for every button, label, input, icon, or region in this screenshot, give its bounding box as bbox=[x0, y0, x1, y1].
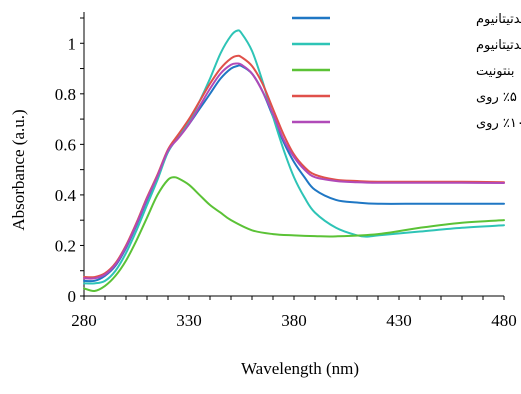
y-tick-label: 1 bbox=[68, 34, 77, 53]
x-tick-label: 480 bbox=[491, 311, 517, 330]
y-tick-label: 0.8 bbox=[55, 85, 76, 104]
x-tick-label: 430 bbox=[386, 311, 412, 330]
legend-label: بنتونیت bbox=[476, 64, 515, 79]
legend-label: آلاییده با ۵٪ روی bbox=[476, 88, 521, 105]
y-tick-label: 0.4 bbox=[55, 186, 77, 205]
x-tick-label: 330 bbox=[176, 311, 202, 330]
legend-label: نانوذرات دی‌اکسیدتیتانیوم bbox=[476, 38, 521, 53]
series-line-3 bbox=[84, 177, 504, 291]
series-line-1 bbox=[84, 65, 504, 281]
x-tick-label: 280 bbox=[71, 311, 97, 330]
legend-label: آلاییده با ۱۰٪ روی bbox=[476, 114, 521, 131]
x-axis-title: Wavelength (nm) bbox=[241, 359, 359, 378]
legend: بنتونیت/ دی‌اکسیدتیتانیوم نانوذرات دی‌اکس… bbox=[292, 12, 521, 131]
y-tick-label: 0.6 bbox=[55, 135, 76, 154]
legend-label: بنتونیت/ دی‌اکسیدتیتانیوم bbox=[476, 12, 521, 27]
y-tick-label: 0.2 bbox=[55, 236, 76, 255]
x-tick-label: 380 bbox=[281, 311, 307, 330]
axes: 0 0.2 0.4 0.6 0.8 1 280 330 380 430 480 bbox=[55, 12, 517, 330]
series-line-4 bbox=[84, 56, 504, 278]
y-axis-title: Absorbance (a.u.) bbox=[9, 109, 28, 230]
y-tick-label: 0 bbox=[68, 287, 77, 306]
